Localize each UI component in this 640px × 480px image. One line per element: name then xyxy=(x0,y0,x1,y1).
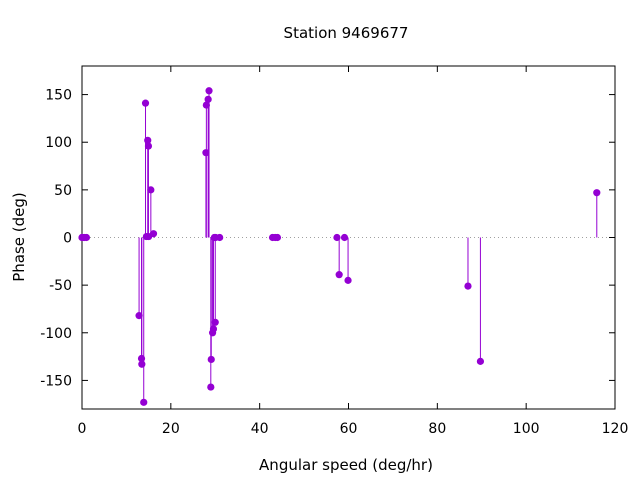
data-point xyxy=(209,325,218,333)
y-tick-label: 50 xyxy=(54,183,72,199)
y-axis-ticks: -150 -100 -50 0 50 100 150 xyxy=(40,88,615,389)
data-point xyxy=(464,282,472,290)
data-point xyxy=(82,233,91,242)
x-tick-label: 0 xyxy=(78,421,87,437)
y-axis-label: Phase (deg) xyxy=(10,192,28,282)
data-point xyxy=(273,233,282,242)
y-tick-label: -100 xyxy=(40,326,72,342)
data-point xyxy=(207,355,215,364)
y-tick-label: 100 xyxy=(45,135,72,151)
y-tick-label: 150 xyxy=(45,88,72,104)
x-tick-label: 20 xyxy=(162,421,180,437)
data-point xyxy=(144,136,152,144)
y-tick-label: -50 xyxy=(49,278,72,294)
data-point xyxy=(149,230,158,238)
y-tick-label: 0 xyxy=(63,231,72,247)
data-point xyxy=(141,99,150,107)
chart-title: Station 9469677 xyxy=(284,24,409,42)
data-point xyxy=(216,233,224,242)
data-point xyxy=(344,276,352,284)
data-point xyxy=(204,95,212,103)
data-point xyxy=(207,383,215,391)
data-point xyxy=(205,87,213,95)
y-tick-label: -150 xyxy=(40,373,72,389)
x-tick-label: 60 xyxy=(340,421,358,437)
data-marks xyxy=(78,87,601,406)
data-point xyxy=(144,142,153,150)
x-axis-ticks: 0 20 40 60 80 100 120 xyxy=(78,66,629,437)
x-tick-label: 100 xyxy=(513,421,540,437)
data-point xyxy=(135,312,143,320)
data-point xyxy=(335,271,343,279)
data-point xyxy=(147,186,155,194)
x-axis-label: Angular speed (deg/hr) xyxy=(259,456,433,474)
data-point xyxy=(211,318,219,326)
x-tick-label: 40 xyxy=(251,421,269,437)
x-tick-label: 80 xyxy=(428,421,446,437)
data-point xyxy=(476,357,485,365)
data-point xyxy=(140,398,148,406)
data-point xyxy=(593,189,601,197)
data-point xyxy=(340,233,349,242)
x-tick-label: 120 xyxy=(602,421,629,437)
data-point xyxy=(138,360,146,368)
